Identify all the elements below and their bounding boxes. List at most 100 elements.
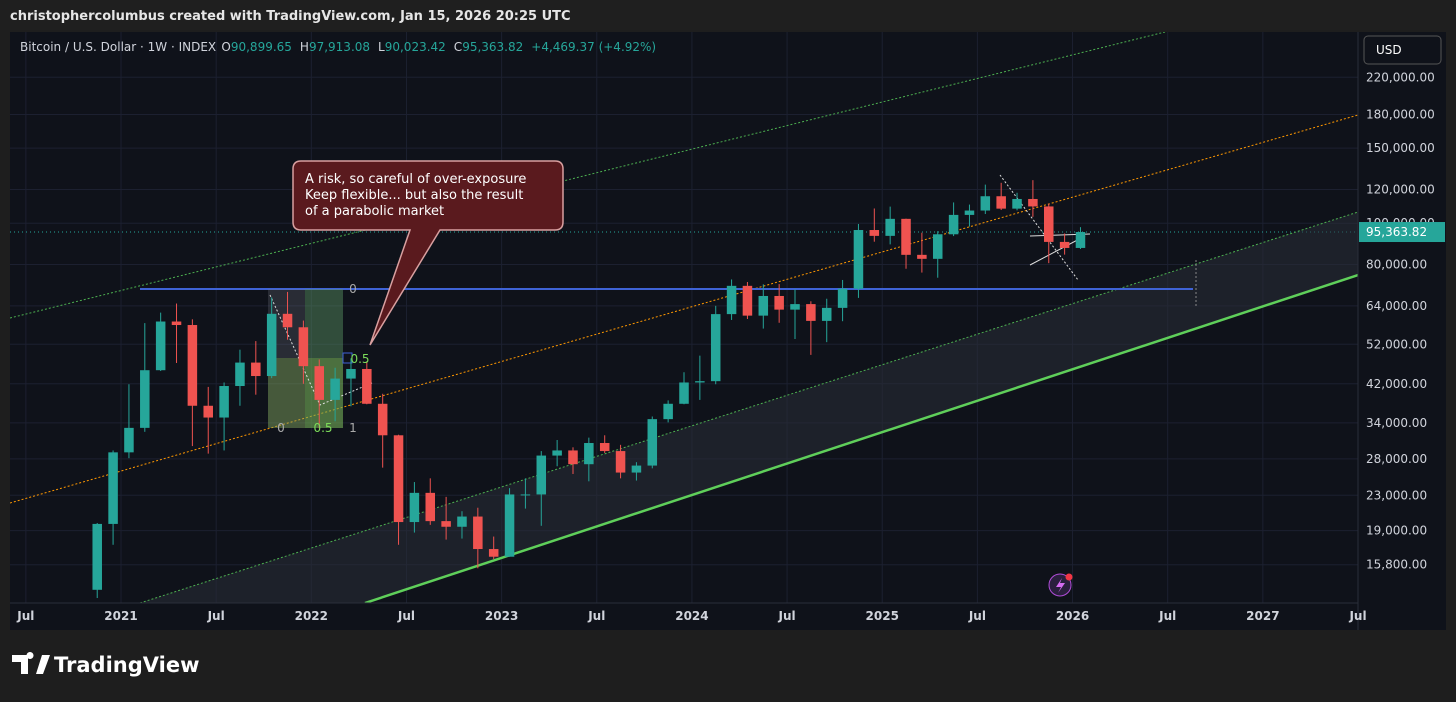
alert-dot bbox=[1065, 573, 1073, 581]
candle-body bbox=[488, 549, 499, 557]
candle-body bbox=[393, 435, 404, 523]
candle-body bbox=[155, 321, 166, 371]
ohlc-key: L bbox=[378, 40, 385, 54]
candle-body bbox=[1028, 198, 1038, 207]
candle-body bbox=[140, 370, 150, 428]
ohlc-key: H bbox=[300, 40, 309, 54]
symbol: Bitcoin / U.S. Dollar · 1W · INDEX bbox=[20, 40, 216, 54]
candle-body bbox=[552, 450, 562, 456]
candle-body bbox=[774, 295, 784, 310]
last-price-label: 95,363.82 bbox=[1366, 225, 1427, 239]
candles bbox=[92, 180, 1086, 599]
annotation-line: Keep flexible... but also the result bbox=[305, 188, 523, 203]
candle-body bbox=[124, 427, 134, 453]
y-tick-label: 150,000.00 bbox=[1366, 141, 1435, 155]
brand: TradingView bbox=[12, 652, 199, 677]
fib-label: 0.5 bbox=[350, 352, 369, 366]
candle-body bbox=[1012, 198, 1022, 209]
x-tick-label: Jul bbox=[16, 609, 34, 623]
x-tick-label: Jul bbox=[1348, 609, 1366, 623]
currency-button[interactable] bbox=[1363, 35, 1442, 65]
annotation-line: A risk, so careful of over-exposure bbox=[305, 172, 526, 187]
candle-body bbox=[330, 378, 340, 400]
candle-body bbox=[647, 419, 658, 466]
alert-icon[interactable] bbox=[1048, 573, 1073, 597]
candle-body bbox=[235, 362, 245, 387]
y-tick-label: 220,000.00 bbox=[1366, 70, 1435, 84]
candle-body bbox=[964, 210, 975, 215]
currency[interactable]: USD bbox=[1376, 43, 1402, 57]
candle-body bbox=[298, 327, 309, 367]
candle-body bbox=[853, 230, 864, 289]
candle-body bbox=[710, 314, 721, 382]
candle-body bbox=[695, 381, 705, 383]
candle-body bbox=[980, 196, 991, 211]
candle-body bbox=[806, 304, 816, 321]
candle-body bbox=[219, 386, 229, 418]
y-tick-label: 180,000.00 bbox=[1366, 107, 1435, 121]
channel-fill bbox=[140, 212, 1358, 603]
candle-body bbox=[536, 455, 547, 495]
candle-body bbox=[203, 405, 213, 418]
candle-body bbox=[473, 516, 483, 550]
candle-body bbox=[584, 443, 594, 465]
ohlc-key: C bbox=[454, 40, 462, 54]
x-tick-label: 2021 bbox=[104, 609, 137, 623]
annotation-callout: A risk, so careful of over-exposure Keep… bbox=[292, 160, 564, 346]
x-tick-label: Jul bbox=[778, 609, 796, 623]
candle-body bbox=[282, 313, 293, 328]
candle-body bbox=[187, 325, 198, 406]
x-tick-label: Jul bbox=[587, 609, 605, 623]
callout-bubble bbox=[292, 160, 564, 346]
fib-label: 0.5 bbox=[313, 421, 332, 435]
candle-body bbox=[409, 492, 420, 523]
ohlc-legend: Bitcoin / U.S. Dollar · 1W · INDEX O90,89… bbox=[20, 40, 656, 54]
alert-bolt[interactable] bbox=[1056, 578, 1065, 593]
candle-body bbox=[996, 196, 1006, 209]
brand-logo bbox=[12, 652, 50, 674]
candle-body bbox=[821, 307, 832, 321]
candle-body bbox=[520, 494, 531, 496]
fib-label: 1 bbox=[349, 421, 357, 435]
support-line bbox=[364, 273, 1358, 603]
candle-body bbox=[663, 403, 673, 420]
y-tick-label: 42,000.00 bbox=[1366, 377, 1427, 391]
x-tick-label: 2027 bbox=[1246, 609, 1279, 623]
candle-body bbox=[314, 366, 325, 400]
ohlc-value: 90,023.42 bbox=[385, 40, 446, 54]
y-tick-label: 15,800.00 bbox=[1366, 558, 1427, 572]
y-tick-label: 23,000.00 bbox=[1366, 488, 1427, 502]
candle-body bbox=[615, 451, 626, 473]
candle-body bbox=[441, 521, 451, 527]
candle-body bbox=[377, 403, 388, 436]
candle-body bbox=[457, 516, 467, 527]
chart-panel bbox=[10, 32, 1446, 630]
candle-body bbox=[568, 450, 578, 465]
y-tick-label: 52,000.00 bbox=[1366, 337, 1427, 351]
candle-body bbox=[837, 288, 848, 308]
candle-body bbox=[599, 443, 610, 452]
candle-body bbox=[171, 321, 182, 326]
ohlc-key: O bbox=[221, 40, 230, 54]
candle-body bbox=[742, 285, 753, 316]
fib-labels: 0 0.5 1 0 0.5 bbox=[277, 282, 369, 435]
change: +4,469.37 (+4.92%) bbox=[531, 40, 656, 54]
y-tick-label: 64,000.00 bbox=[1366, 299, 1427, 313]
x-tick-label: 2024 bbox=[675, 609, 708, 623]
x-tick-label: Jul bbox=[207, 609, 225, 623]
candle-body bbox=[1043, 206, 1054, 242]
candle-body bbox=[885, 218, 895, 236]
middle-channel bbox=[139, 211, 1358, 603]
candle-body bbox=[425, 492, 436, 522]
orange-channel bbox=[10, 114, 1358, 504]
x-tick-label: 2025 bbox=[866, 609, 899, 623]
ohlc-value: 95,363.82 bbox=[462, 40, 523, 54]
candle-body bbox=[1059, 241, 1070, 248]
candle-body bbox=[679, 382, 689, 404]
candle-body bbox=[901, 218, 911, 255]
candle-body bbox=[869, 230, 880, 236]
candle-body bbox=[917, 254, 927, 259]
x-tick-label: Jul bbox=[1158, 609, 1176, 623]
candle-body bbox=[504, 494, 515, 557]
